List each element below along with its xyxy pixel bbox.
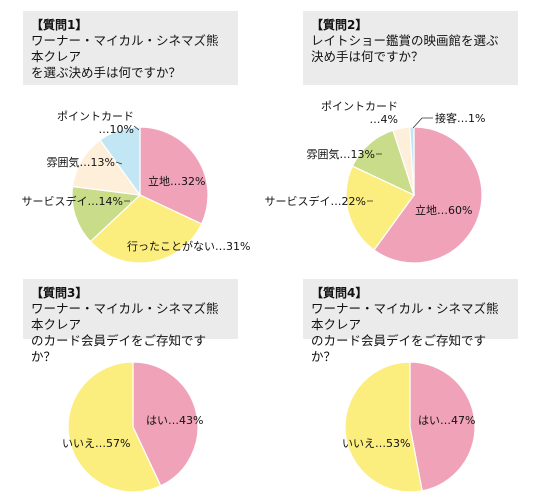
question-1-box: 【質問1】 ワーナー・マイカル・シネマズ熊本クレア を選ぶ決め手は何ですか？ [23, 11, 238, 85]
question-1-text: ワーナー・マイカル・シネマズ熊本クレア を選ぶ決め手は何ですか？ [31, 33, 219, 80]
question-2-label: 【質問2】 [311, 18, 368, 32]
question-1-panel: 【質問1】 ワーナー・マイカル・シネマズ熊本クレア を選ぶ決め手は何ですか？ 立… [0, 0, 270, 264]
pie-chart-4: はい…47% いいえ…53% [342, 361, 476, 493]
pie-chart-2: 立地…60% サービスデイ…22% 雰囲気…13% ポイントカード…4% 接客…1% [265, 100, 485, 264]
question-3-label: 【質問3】 [31, 286, 88, 300]
question-2-box: 【質問2】 レイトショー鑑賞の映画館を選ぶ 決め手は何ですか？ [303, 11, 518, 85]
pie-3-label-1: はい…43% [146, 414, 203, 427]
pie-2-label-5: 接客…1% [435, 111, 485, 125]
question-3-text: ワーナー・マイカル・シネマズ熊本クレア のカード会員デイをご存知ですか？ [31, 301, 219, 364]
pie-1-slice-3 [71, 185, 142, 243]
pie-3-slice-1 [132, 361, 199, 487]
pie-1-slice-1 [139, 126, 209, 225]
pie-2-label-4: ポイントカード…4% [321, 100, 398, 126]
pie-1-leader-4 [115, 161, 123, 165]
pie-1-label-3: サービスデイ…14% [22, 194, 123, 208]
question-2-panel: 【質問2】 レイトショー鑑賞の映画館を選ぶ 決め手は何ですか？ 立地…60% サー… [265, 0, 550, 264]
pie-2-slice-3 [351, 129, 415, 197]
question-3-panel: 【質問3】 ワーナー・マイカル・シネマズ熊本クレア のカード会員デイをご存知です… [0, 252, 270, 502]
question-4-text: ワーナー・マイカル・シネマズ熊本クレア のカード会員デイをご存知ですか？ [311, 301, 499, 364]
pie-chart-3: はい…43% いいえ…57% [62, 361, 203, 493]
question-2-text: レイトショー鑑賞の映画館を選ぶ 決め手は何ですか？ [311, 33, 499, 64]
pie-1-label-4: 雰囲気…13% [47, 155, 115, 169]
pie-3-slice-2 [67, 361, 162, 493]
question-1-label: 【質問1】 [31, 18, 88, 32]
pie-1-slice-4 [71, 139, 142, 196]
pie-4-label-2: いいえ…53% [342, 437, 410, 450]
question-4-box: 【質問4】 ワーナー・マイカル・シネマズ熊本クレア のカード会員デイをご存知です… [303, 279, 518, 364]
pie-1-label-1: 立地…32% [148, 174, 205, 188]
question-4-label: 【質問4】 [311, 286, 368, 300]
pie-2-label-3: 雰囲気…13% [307, 147, 375, 161]
pie-2-slice-1 [373, 126, 483, 264]
question-4-panel: 【質問4】 ワーナー・マイカル・シネマズ熊本クレア のカード会員デイをご存知です… [280, 252, 550, 502]
pie-1-label-2: 行ったことがない…31% [127, 239, 250, 253]
pie-1-leader-5 [133, 125, 140, 131]
pie-3-label-2: いいえ…57% [62, 437, 130, 450]
pie-4-slice-1 [409, 361, 476, 492]
pie-2-leader-5 [412, 117, 433, 129]
pie-1-label-5: ポイントカード…10% [57, 110, 134, 136]
pie-4-slice-2 [344, 361, 423, 493]
pie-1-slice-2 [89, 194, 203, 264]
pie-4-label-1: はい…47% [418, 414, 475, 427]
pie-2-label-2: サービスデイ…22% [265, 194, 366, 208]
question-3-box: 【質問3】 ワーナー・マイカル・シネマズ熊本クレア のカード会員デイをご存知です… [23, 279, 238, 364]
pie-chart-1: 立地…32% 行ったことがない…31% サービスデイ…14% 雰囲気…13% ポイントカ… [22, 110, 250, 264]
pie-1-slice-5 [99, 126, 141, 197]
pie-2-label-1: 立地…60% [415, 203, 472, 217]
